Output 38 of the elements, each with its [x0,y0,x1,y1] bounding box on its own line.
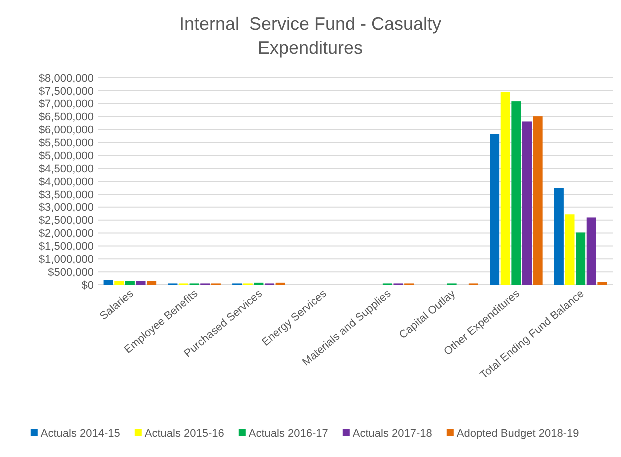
bar [490,134,500,285]
bar [586,218,596,285]
bar [533,116,543,285]
legend-label: Actuals 2017-18 [352,428,432,440]
y-tick-label: $500,000 [48,266,94,279]
legend-label: Actuals 2016-17 [248,428,328,440]
y-tick-label: $7,500,000 [38,86,94,98]
y-tick-label: $8,000,000 [38,72,94,85]
y-tick-label: $6,500,000 [38,112,94,124]
bar [500,92,510,285]
bar [136,281,146,285]
bar [512,102,522,285]
bar [114,281,124,285]
y-tick-label: $4,500,000 [38,163,94,176]
bar [104,280,114,285]
y-tick-label: $3,500,000 [38,189,94,202]
bar [125,281,135,285]
y-tick-label: $5,000,000 [38,150,94,162]
y-tick-label: $2,000,000 [38,228,94,240]
bar [598,282,608,285]
y-tick-label: $0 [82,280,94,292]
y-tick-label: $2,500,000 [38,215,94,228]
chart-title: Internal Service Fund - Casualty Expenditures [179,14,442,58]
y-tick-label: $4,000,000 [38,176,94,188]
bar [565,214,575,285]
y-tick-label: $1,500,000 [38,241,94,254]
bar [147,281,157,285]
bar [576,232,586,285]
bar [554,188,564,285]
legend-label: Actuals 2014-15 [40,428,120,440]
legend-label: Adopted Budget 2018-19 [456,428,580,440]
y-tick-label: $1,000,000 [38,254,94,266]
y-tick-label: $6,000,000 [38,124,94,137]
bar [522,122,532,285]
legend-label: Actuals 2015-16 [144,428,224,440]
y-tick-label: $3,000,000 [38,202,94,214]
y-tick-label: $7,000,000 [38,98,94,111]
y-tick-label: $5,500,000 [38,138,94,150]
